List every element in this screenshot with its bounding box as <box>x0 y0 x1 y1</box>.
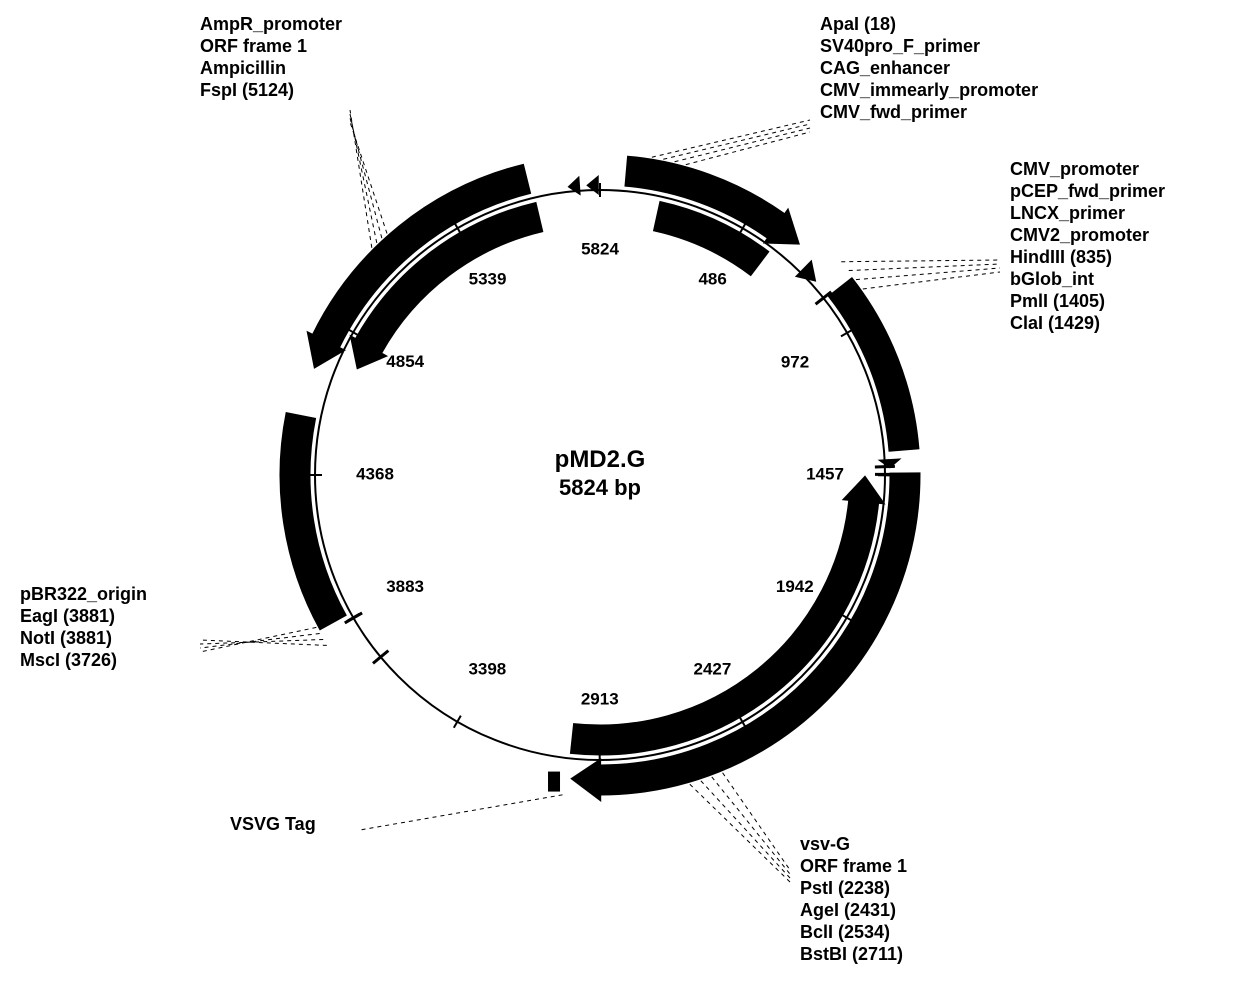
annotation-right-1-1: pCEP_fwd_primer <box>1010 181 1165 201</box>
leader-bottom-right <box>690 784 790 882</box>
leader-bottom-left-vsvg <box>360 795 563 830</box>
annotation-bottom-right-5: BstBI (2711) <box>800 944 903 964</box>
scale-label: 2913 <box>581 689 619 708</box>
marker-clai <box>875 466 895 467</box>
annotation-bottom-right-1: ORF frame 1 <box>800 856 907 876</box>
annotation-right-1-0: CMV_promoter <box>1010 159 1139 179</box>
annotation-bottom-right-0: vsv-G <box>800 834 850 854</box>
plasmid-name: pMD2.G <box>555 446 646 473</box>
annotation-bottom-right-2: PstI (2238) <box>800 878 890 898</box>
marker-vsvg-tag <box>548 772 560 792</box>
annotation-left-0: pBR322_origin <box>20 584 147 604</box>
annotation-right-1-5: bGlob_int <box>1010 269 1094 289</box>
marker-msci <box>373 651 388 664</box>
annotation-top-left-0: AmpR_promoter <box>200 14 342 34</box>
leader-left <box>200 627 316 652</box>
leader-top-right-1 <box>663 124 810 159</box>
plasmid-size: 5824 bp <box>559 475 641 500</box>
leader-bottom-right <box>723 773 790 870</box>
annotation-top-right-1-4: CMV_fwd_primer <box>820 102 967 122</box>
marker-top-1 <box>568 176 581 196</box>
annotation-top-left-3: FspI (5124) <box>200 80 294 100</box>
marker-eagi <box>345 613 362 623</box>
scale-label: 2427 <box>694 659 732 678</box>
feature-pbr322-origin <box>280 413 346 630</box>
annotation-top-right-1-1: SV40pro_F_primer <box>820 36 980 56</box>
leader-top-left <box>350 122 387 234</box>
annotation-right-1-2: LNCX_primer <box>1010 203 1125 223</box>
leader-left <box>200 633 320 648</box>
leader-top-right-1 <box>675 128 810 162</box>
scale-label: 4854 <box>386 352 424 371</box>
leader-top-right-1 <box>652 120 810 157</box>
annotation-top-right-1-3: CMV_immearly_promoter <box>820 80 1038 100</box>
scale-label: 486 <box>698 270 726 289</box>
scale-label: 3883 <box>386 577 424 596</box>
annotation-top-right-1-2: CAG_enhancer <box>820 58 950 78</box>
marker-hindiii <box>816 292 832 304</box>
annotation-right-1-4: HindIII (835) <box>1010 247 1112 267</box>
scale-label: 1942 <box>776 577 814 596</box>
scale-label: 5339 <box>469 270 507 289</box>
annotation-right-1-3: CMV2_promoter <box>1010 225 1149 245</box>
feature-bglob-int <box>828 278 919 452</box>
annotation-left-3: MscI (3726) <box>20 650 117 670</box>
leader-right-1 <box>856 268 1000 280</box>
annotation-left-1: EagI (3881) <box>20 606 115 626</box>
scale-label: 1457 <box>806 465 844 484</box>
plasmid-map: 5824 486 972 1457 1942 2427 2913 3398 3883 4368 48… <box>0 0 1240 994</box>
scale-label: 5824 <box>581 239 619 258</box>
annotation-top-left-2: Ampicillin <box>200 58 286 78</box>
marker-top-2 <box>586 175 599 195</box>
annotation-bottom-right-3: AgeI (2431) <box>800 900 896 920</box>
scale-label: 3398 <box>468 659 506 678</box>
scale-tick <box>454 716 461 728</box>
feature-vsvg-inner <box>570 476 884 755</box>
annotation-right-1-6: PmlI (1405) <box>1010 291 1105 311</box>
leader-top-left <box>350 118 382 238</box>
leader-bottom-right <box>701 781 790 878</box>
leader-right-1 <box>841 260 1000 262</box>
annotation-bottom-right-4: BclI (2534) <box>800 922 890 942</box>
leader-bottom-right <box>712 777 790 874</box>
leader-right-1 <box>863 272 1000 289</box>
leader-top-right-1 <box>686 132 810 165</box>
annotation-top-left-1: ORF frame 1 <box>200 36 307 56</box>
annotation-top-right-1-0: ApaI (18) <box>820 14 896 34</box>
annotation-right-1-7: ClaI (1429) <box>1010 313 1100 333</box>
scale-label: 972 <box>781 352 809 371</box>
annotation-left-2: NotI (3881) <box>20 628 112 648</box>
annotation-bottom-left-vsvg-0: VSVG Tag <box>230 814 316 834</box>
scale-label: 4368 <box>356 464 394 483</box>
